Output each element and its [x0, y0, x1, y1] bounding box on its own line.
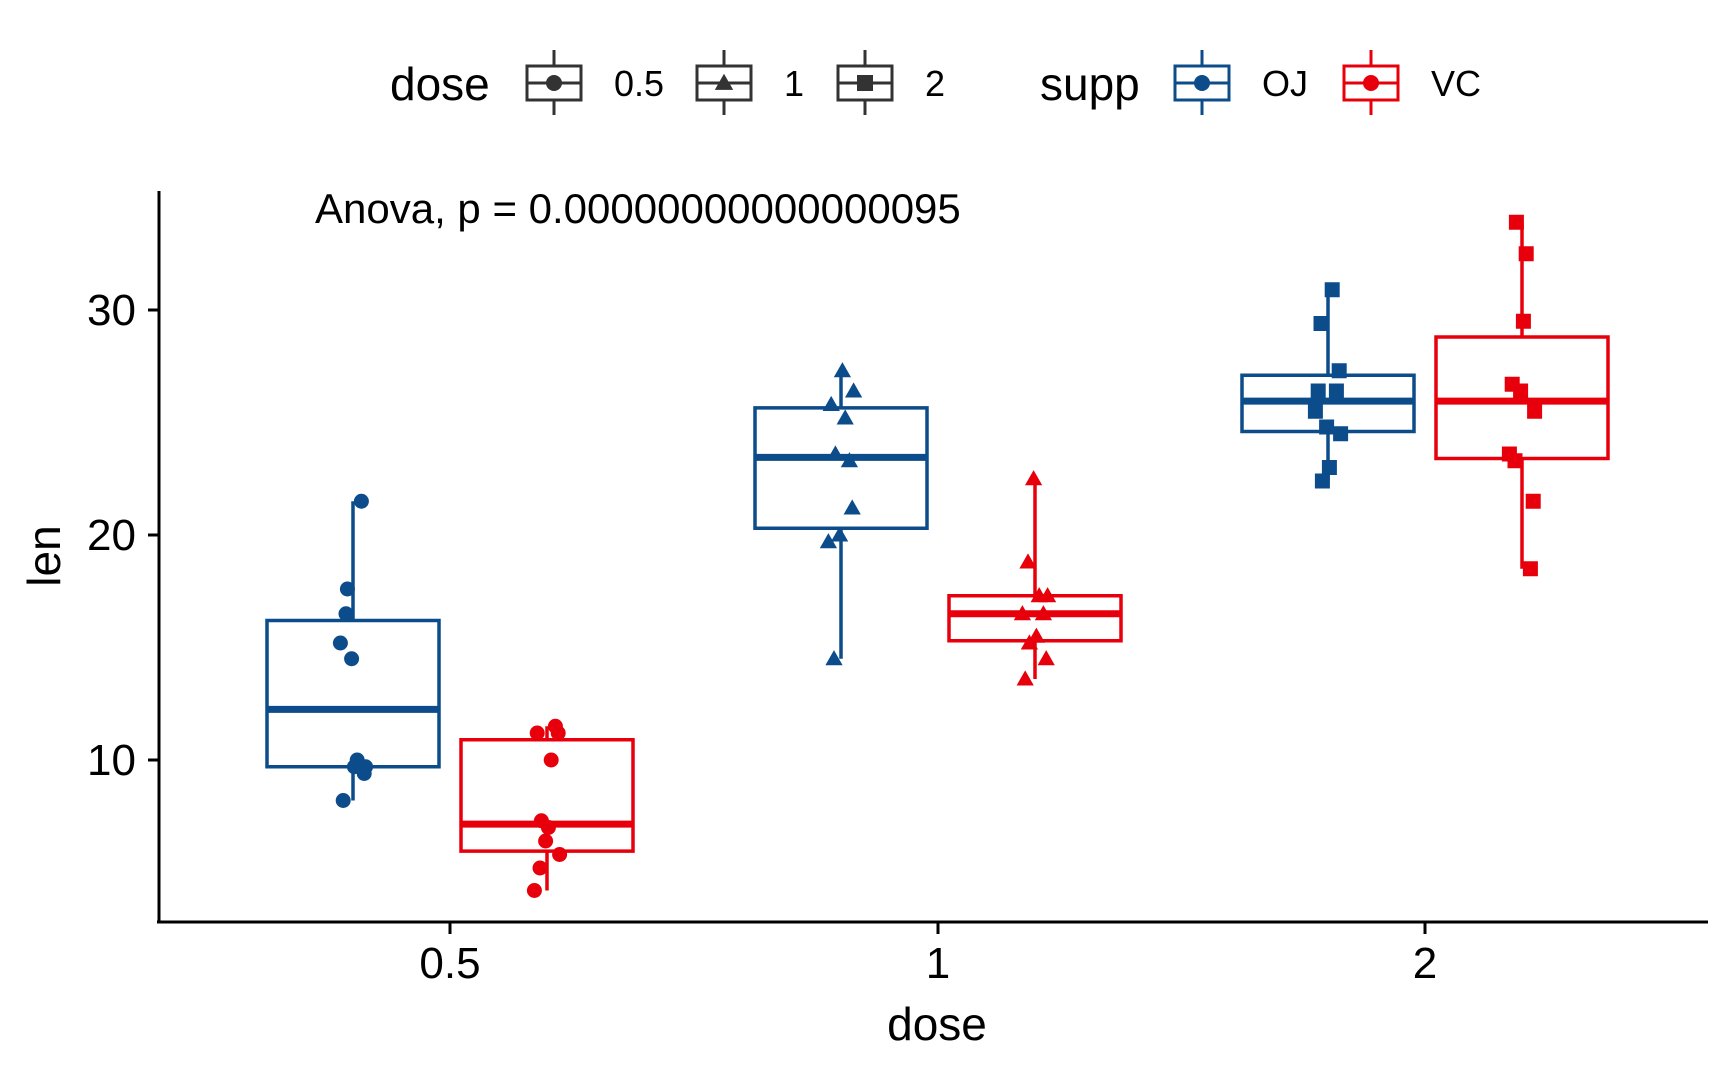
- data-point: [1034, 605, 1053, 621]
- data-point: [344, 651, 360, 667]
- y-tick-label: 30: [87, 286, 136, 335]
- x-ticks: 0.5 1 2: [419, 922, 1437, 988]
- data-point: [540, 820, 556, 835]
- data-point: [833, 362, 852, 378]
- x-tick-label: 1: [926, 939, 950, 988]
- data-point: [353, 493, 369, 509]
- y-tick-label: 10: [87, 736, 136, 785]
- data-point: [844, 382, 863, 398]
- box-OJ-2: [1240, 282, 1416, 489]
- data-point: [1016, 670, 1034, 686]
- box-OJ-1: [753, 362, 929, 666]
- data-point: [1324, 282, 1340, 298]
- data-point: [1030, 587, 1048, 603]
- data-point: [819, 533, 838, 549]
- data-point: [1013, 605, 1032, 621]
- legend-label-dose-2: 2: [925, 63, 945, 104]
- data-point: [843, 499, 861, 515]
- box-VC-1: [947, 470, 1123, 686]
- data-point: [1518, 246, 1534, 262]
- data-point: [1313, 316, 1329, 331]
- legend-symbol: [857, 75, 873, 91]
- data-point: [822, 395, 840, 411]
- data-point: [1328, 383, 1344, 399]
- legend-supp-entries: OJ VC: [1173, 50, 1481, 115]
- plot-marks: [265, 214, 1610, 898]
- data-point: [543, 752, 559, 768]
- legend-dose-entries: 0.5 1 2: [525, 50, 945, 115]
- data-point: [1307, 403, 1323, 419]
- legend-symbol: [1363, 75, 1379, 91]
- legend-key-supp-VC: [1342, 50, 1400, 115]
- y-tick-label: 20: [87, 511, 136, 560]
- y-axis-title: len: [18, 525, 70, 586]
- box-OJ-0.5: [265, 493, 441, 808]
- data-point: [1319, 419, 1335, 435]
- box-VC-2: [1434, 214, 1610, 577]
- legend-key-dose-0.5: [525, 50, 583, 115]
- data-point: [332, 635, 348, 651]
- data-point: [1331, 363, 1347, 379]
- y-ticks: 10 20 30: [87, 286, 159, 785]
- x-axis-title: dose: [887, 998, 987, 1050]
- x-tick-label: 2: [1413, 939, 1437, 988]
- legend-key-supp-OJ: [1173, 50, 1231, 115]
- legend-symbol: [714, 73, 734, 90]
- legend-symbol: [546, 75, 562, 91]
- data-point: [532, 860, 548, 876]
- data-point: [1024, 470, 1043, 486]
- data-point: [1321, 460, 1337, 475]
- box-iqr: [265, 618, 441, 769]
- data-point: [346, 759, 362, 775]
- data-point: [1515, 313, 1531, 329]
- legend-label-supp-VC: VC: [1431, 63, 1481, 104]
- data-point: [1525, 493, 1541, 509]
- data-point: [836, 409, 854, 425]
- data-point: [826, 445, 845, 461]
- legend: dose 0.5 1 2 supp OJ VC: [390, 50, 1481, 115]
- data-point: [840, 452, 859, 468]
- data-point: [550, 725, 566, 741]
- legend-symbol: [1194, 75, 1210, 91]
- data-point: [1027, 627, 1046, 643]
- legend-label-dose-1: 1: [784, 63, 804, 104]
- data-point: [830, 526, 849, 542]
- data-point: [1504, 376, 1520, 392]
- data-point: [1019, 553, 1037, 569]
- legend-title-dose: dose: [390, 58, 490, 110]
- legend-title-supp: supp: [1040, 58, 1140, 110]
- data-point: [526, 883, 542, 898]
- legend-key-dose-1: [695, 50, 753, 115]
- data-point: [338, 606, 354, 622]
- data-point: [1310, 383, 1326, 399]
- box-iqr: [753, 406, 929, 530]
- data-point: [1522, 561, 1538, 577]
- x-tick-label: 0.5: [419, 939, 480, 988]
- data-point: [538, 833, 554, 849]
- data-point: [1507, 453, 1523, 469]
- data-point: [1333, 426, 1349, 442]
- legend-label-dose-0.5: 0.5: [614, 63, 664, 104]
- data-point: [825, 650, 843, 666]
- box-VC-0.5: [459, 718, 635, 898]
- legend-label-supp-OJ: OJ: [1262, 63, 1308, 104]
- data-point: [1037, 650, 1055, 666]
- data-point: [335, 793, 351, 808]
- data-point: [1314, 473, 1330, 489]
- anova-annotation: Anova, p = 0.00000000000000095: [315, 185, 961, 232]
- data-point: [1527, 403, 1543, 419]
- data-point: [1508, 214, 1524, 230]
- data-point: [529, 725, 545, 741]
- data-point: [552, 847, 568, 862]
- data-point: [339, 581, 355, 597]
- legend-key-dose-2: [836, 50, 894, 115]
